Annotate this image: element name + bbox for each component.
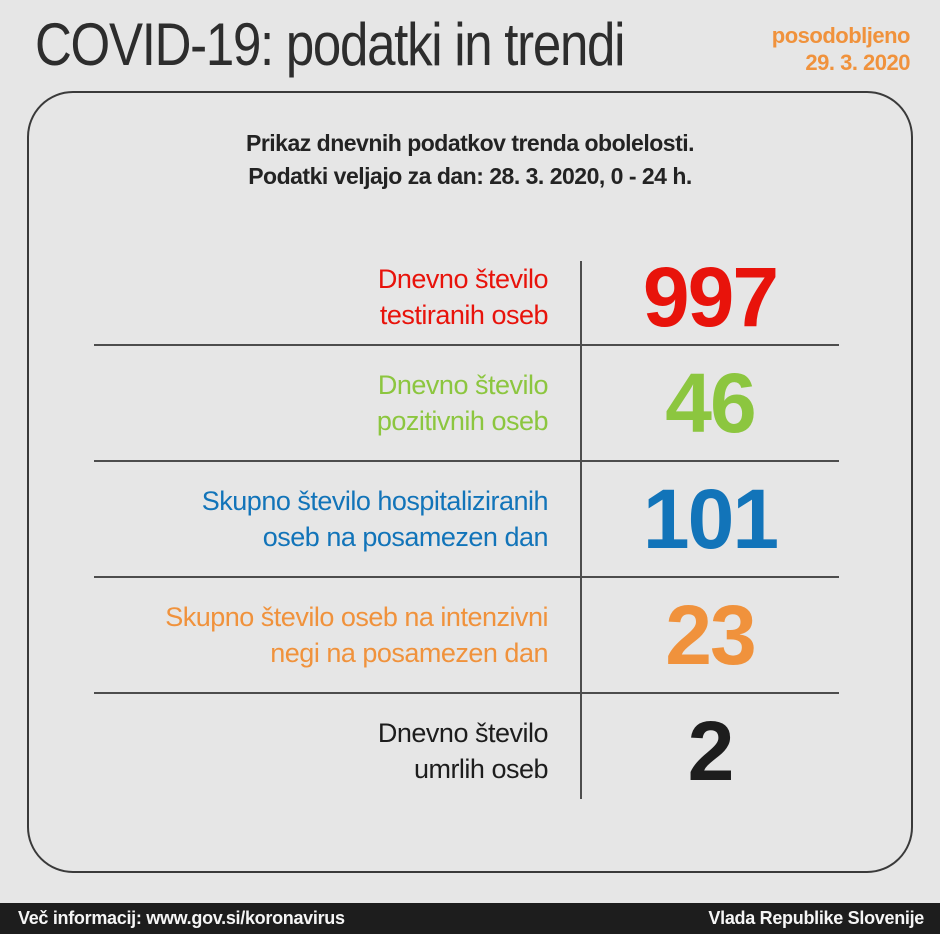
stat-row: Dnevno število testiranih oseb 997 — [94, 249, 839, 346]
stat-label-line2: umrlih oseb — [413, 753, 549, 784]
stats-table: Dnevno število testiranih oseb 997 Dnevno š… — [94, 249, 839, 807]
stat-label: Skupno število oseb na intenzivni negi na… — [94, 599, 581, 671]
stat-value: 2 — [687, 703, 735, 798]
last-updated-date: 29. 3. 2020 — [805, 50, 910, 75]
stat-label-line2: testiranih oseb — [379, 299, 549, 330]
stat-label-line2: pozitivnih oseb — [376, 406, 549, 436]
stat-row: Dnevno število umrlih oseb 2 — [94, 694, 839, 807]
info-card: Prikaz dnevnih podatkov trenda obolelost… — [27, 91, 913, 873]
last-updated: posodobljeno 29. 3. 2020 — [771, 22, 911, 76]
stat-label-line1: Skupno število hospitaliziranih — [201, 486, 549, 516]
page-title: COVID-19: podatki in trendi — [35, 11, 625, 78]
stat-label-line2: negi na posamezen dan — [270, 638, 548, 668]
stat-label-line1: Skupno število oseb na intenzivni — [165, 602, 548, 632]
stats-rows: Dnevno število testiranih oseb 997 Dnevno š… — [94, 249, 839, 807]
stat-row: Skupno število hospitaliziranih oseb na p… — [94, 462, 839, 578]
stat-value: 101 — [642, 472, 779, 566]
stat-label-line2: oseb na posamezen dan — [262, 522, 549, 552]
stat-label-line1: Dnevno število — [377, 263, 549, 294]
stat-row: Dnevno število pozitivnih oseb 46 — [94, 346, 839, 462]
last-updated-label: posodobljeno — [771, 23, 911, 48]
stat-label-line1: Dnevno število — [377, 370, 549, 400]
column-divider — [580, 261, 582, 799]
stat-label: Dnevno število umrlih oseb — [94, 715, 581, 787]
stat-value: 997 — [642, 249, 779, 344]
stat-label: Dnevno število pozitivnih oseb — [94, 367, 581, 439]
stat-row: Skupno število oseb na intenzivni negi na… — [94, 578, 839, 694]
stat-label: Dnevno število testiranih oseb — [94, 261, 581, 333]
stat-value: 46 — [665, 356, 756, 450]
card-header: Prikaz dnevnih podatkov trenda obolelost… — [29, 93, 911, 193]
stat-label: Skupno število hospitaliziranih oseb na p… — [94, 483, 581, 555]
card-header-line2: Podatki veljajo za dan: 28. 3. 2020, 0 -… — [248, 163, 692, 189]
stat-value: 23 — [665, 588, 756, 682]
stat-label-line1: Dnevno število — [377, 717, 549, 748]
card-header-line1: Prikaz dnevnih podatkov trenda obolelost… — [245, 130, 695, 156]
footer-info-link: Več informacij: www.gov.si/koronavirus — [18, 908, 345, 928]
footer-bar: Več informacij: www.gov.si/koronavirus V… — [0, 903, 940, 934]
footer-government-label: Vlada Republike Slovenije — [708, 908, 924, 928]
